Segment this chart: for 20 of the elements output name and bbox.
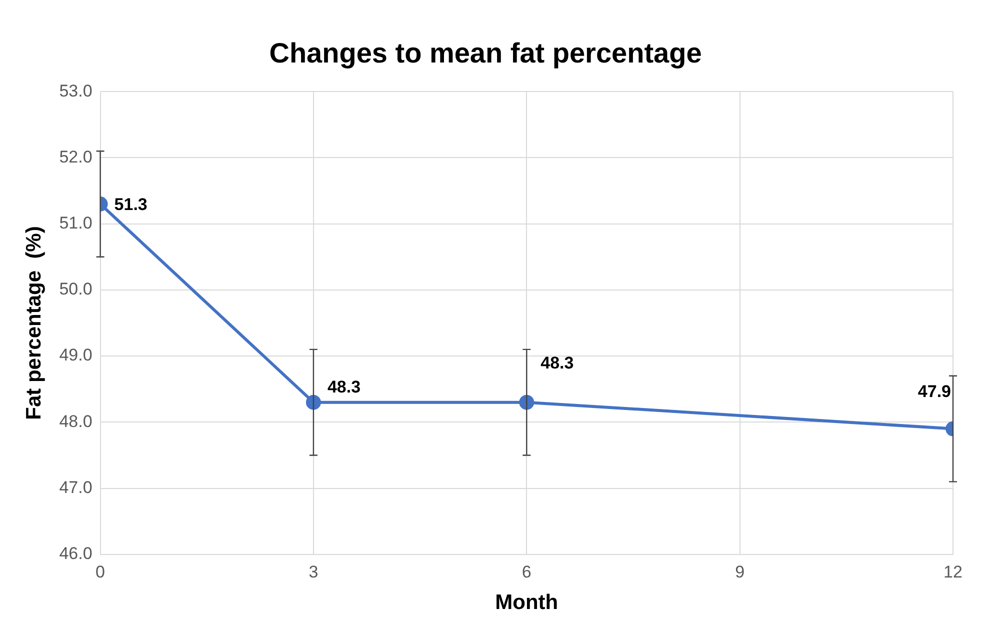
x-tick-label: 6: [522, 562, 532, 582]
x-axis-title: Month: [495, 591, 558, 614]
data-label: 47.9: [918, 382, 951, 401]
data-label: 48.3: [540, 354, 574, 373]
y-tick-label: 52.0: [59, 147, 92, 166]
x-tick-label: 3: [308, 562, 318, 582]
data-label: 48.3: [327, 378, 361, 397]
y-tick-label: 48.0: [59, 412, 92, 431]
chart-title: Changes to mean fat percentage: [269, 38, 702, 69]
y-axis-title: Fat percentage (%): [22, 226, 46, 420]
x-tick-label: 0: [96, 562, 106, 582]
y-tick-label: 46.0: [59, 544, 92, 564]
y-tick-label: 49.0: [59, 346, 92, 365]
x-tick-label: 12: [944, 562, 962, 582]
y-tick-label: 50.0: [59, 280, 92, 299]
y-tick-label: 53.0: [59, 81, 92, 100]
x-tick-label: 9: [735, 562, 745, 582]
data-label: 51.3: [114, 195, 148, 214]
y-tick-label: 51.0: [59, 214, 92, 233]
y-tick-label: 47.0: [59, 478, 92, 497]
